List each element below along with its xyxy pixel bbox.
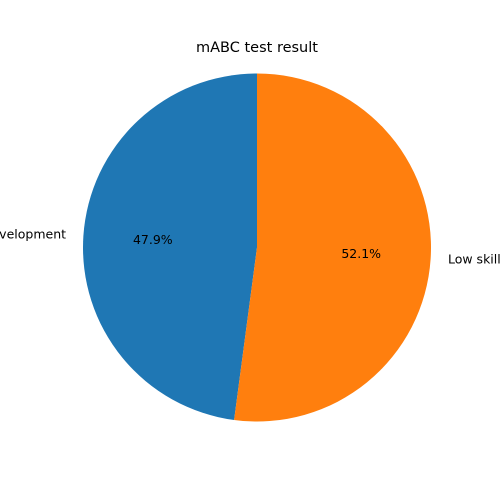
pie-slices	[83, 73, 432, 422]
pie-slice-1	[234, 73, 432, 422]
pie-slice-label-0: Normal development	[0, 226, 66, 241]
pie-slice-label-1: Low skill	[448, 252, 500, 267]
pie-slice-percent-0: 47.9%	[133, 232, 173, 247]
pie-slice-percent-1: 52.1%	[341, 246, 381, 261]
chart-title: mABC test result	[196, 40, 318, 56]
pie-labels: Normal development 47.9% Low skill 52.1%	[0, 226, 500, 266]
pie-slice-0	[83, 73, 257, 420]
